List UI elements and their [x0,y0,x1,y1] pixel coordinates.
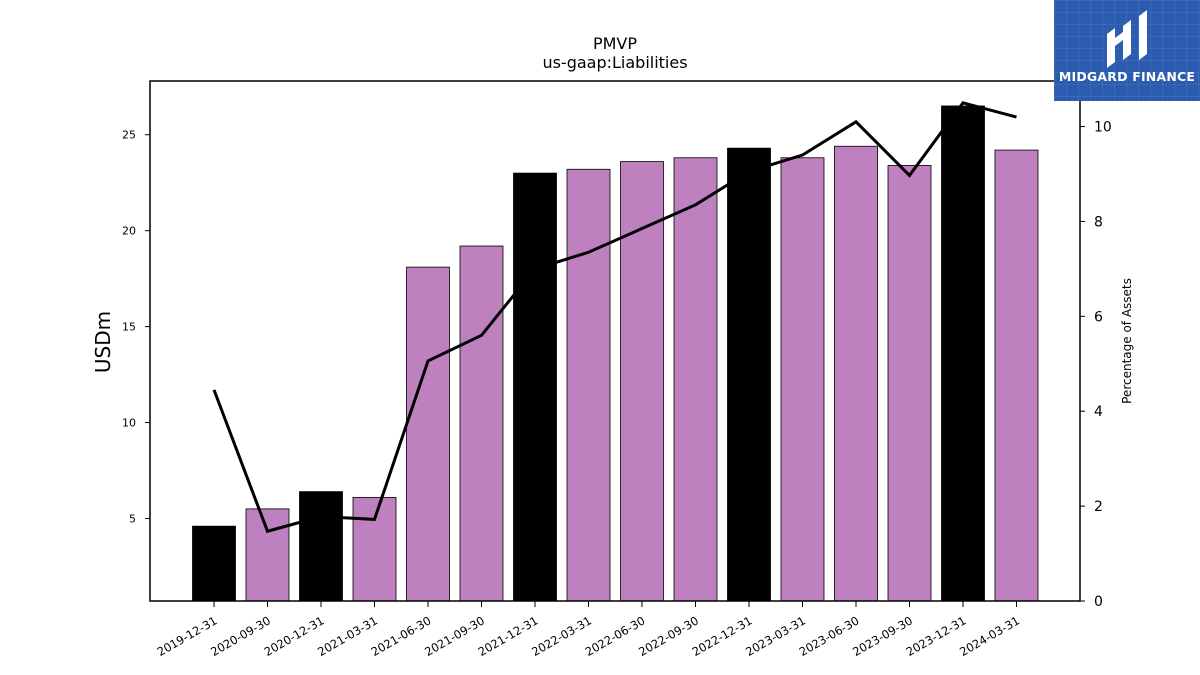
bar-2020-12-31 [299,491,343,602]
x-tick-label: 2024-03-31 [957,613,1022,659]
percentage-line [212,101,1017,534]
y2-tick-label: 10 [1094,120,1112,136]
y-tick-label: 20 [122,225,136,238]
bar-2020-09-30 [245,508,290,602]
plot-frame [149,80,1081,602]
y2-tick-label: 4 [1094,404,1103,420]
x-tick-label: 2023-03-31 [743,613,808,659]
x-axis: 2019-12-312020-09-302020-12-312021-03-31… [155,601,1022,659]
x-tick-label: 2021-09-30 [422,613,487,659]
bar-2022-09-30 [673,157,718,602]
y2-tick-label: 6 [1094,309,1103,325]
x-tick-label: 2023-12-31 [904,613,969,659]
bar-2021-09-30 [459,245,504,602]
x-tick-label: 2020-12-31 [262,613,327,659]
bar-2022-03-31 [566,168,611,602]
bar-2023-06-30 [834,145,878,602]
x-tick-label: 2021-06-30 [369,613,434,659]
y-tick-label: 10 [122,417,136,430]
y-tick-label: 25 [122,129,136,142]
chart-subtitle: us-gaap:Liabilities [542,53,687,72]
bar-2021-12-31 [513,172,557,602]
y-tick-label: 15 [122,321,136,334]
x-tick-label: 2022-06-30 [583,613,648,659]
brand-logo: MIDGARD FINANCE [1054,0,1200,101]
x-tick-label: 2022-03-31 [529,613,594,659]
x-tick-label: 2020-09-30 [208,613,273,659]
x-tick-label: 2019-12-31 [155,613,220,659]
y-tick-label: 5 [129,512,136,525]
y-axis-right: 0 2 4 6 8 10 [1080,120,1112,610]
x-tick-label: 2022-12-31 [690,613,755,659]
y2-axis-label: Percentage of Assets [1120,278,1134,404]
bar-2021-03-31 [352,496,397,602]
bar-2024-03-31 [994,149,1039,602]
bar-2023-09-30 [887,165,932,602]
logo-text: MIDGARD FINANCE [1058,69,1196,84]
bar-2023-12-31 [941,105,985,602]
x-tick-label: 2023-09-30 [850,613,915,659]
bar-series [192,105,1039,602]
chart-title: PMVP [593,34,637,53]
bar-2022-12-31 [727,147,771,602]
bar-2021-06-30 [406,266,450,602]
bar-2019-12-31 [192,525,236,602]
x-tick-label: 2021-12-31 [476,613,541,659]
y2-tick-label: 8 [1094,214,1103,230]
y2-tick-label: 0 [1094,594,1103,610]
x-tick-label: 2023-06-30 [797,613,862,659]
y2-tick-label: 2 [1094,499,1103,515]
y-axis-left: 5 10 15 20 25 [122,129,150,525]
x-tick-label: 2022-09-30 [636,613,701,659]
y-axis-label: USDm [91,311,115,373]
percentage-line-series [212,101,1017,534]
x-tick-label: 2021-03-31 [315,613,380,659]
bar-2023-03-31 [780,157,825,602]
logo-mark-icon [1107,10,1147,68]
